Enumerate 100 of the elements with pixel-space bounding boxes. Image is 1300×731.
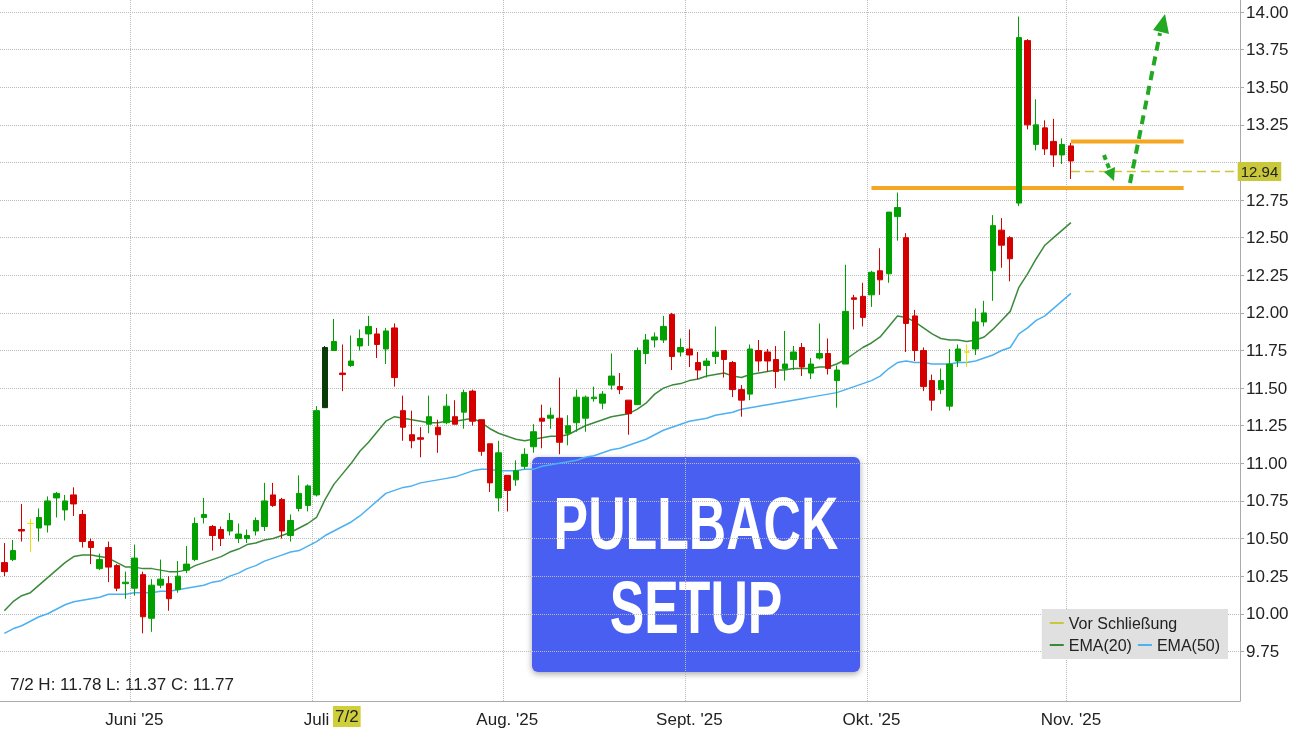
- candlestick: [998, 217, 1005, 269]
- y-tick-label: 10.50: [1246, 529, 1289, 549]
- candlestick: [504, 474, 511, 512]
- x-tick-label: Okt. '25: [842, 710, 901, 729]
- candlestick: [790, 345, 797, 371]
- candlestick: [521, 447, 528, 470]
- candlestick: [53, 491, 60, 518]
- candlestick: [738, 384, 745, 418]
- candlestick: [10, 539, 16, 562]
- candlestick: [114, 563, 120, 592]
- candlestick: [435, 419, 441, 454]
- candlestick: [79, 509, 86, 549]
- candlestick: [773, 345, 779, 389]
- candlestick: [764, 348, 771, 373]
- candlestick: [287, 513, 294, 543]
- candlestick: [851, 294, 857, 330]
- candlestick: [669, 312, 675, 371]
- y-tick-label: 10.25: [1246, 566, 1289, 586]
- candlestick: [1042, 119, 1048, 156]
- candlestick: [617, 372, 623, 395]
- candlestick: [426, 395, 432, 434]
- candlestick: [539, 404, 545, 449]
- candlestick: [279, 497, 285, 540]
- candlestick: [452, 399, 458, 425]
- x-tick-label: Sept. '25: [656, 710, 723, 729]
- candlestick: [157, 559, 164, 589]
- text: 7/2: [335, 707, 359, 726]
- candlestick: [44, 495, 51, 534]
- candlestick: [808, 357, 814, 380]
- legend-label: EMA(50): [1156, 636, 1220, 654]
- candlestick: [122, 571, 129, 600]
- candlestick: [565, 414, 571, 446]
- candlestick: [36, 507, 42, 543]
- candlestick: [348, 334, 354, 368]
- candlestick: [253, 516, 259, 537]
- y-tick-label: 12.25: [1246, 265, 1289, 285]
- candlestick: [244, 529, 250, 544]
- y-tick-label: 11.25: [1246, 416, 1288, 436]
- candlestick: [478, 419, 485, 457]
- candlestick: [270, 482, 276, 508]
- candlestick: [643, 333, 649, 365]
- candlestick: [729, 360, 736, 398]
- candlestick: [183, 545, 190, 574]
- candlestick: [18, 503, 25, 543]
- candlestick: [903, 232, 909, 353]
- candlestick: [799, 342, 805, 377]
- x-tick-label: Juni '25: [105, 710, 164, 729]
- candlestick: [235, 522, 242, 544]
- candlestick: [487, 443, 493, 493]
- candlestick: [391, 322, 398, 388]
- candlestick: [331, 318, 337, 351]
- candlestick: [1016, 16, 1022, 207]
- annotation: PULLBACK SETUP: [553, 482, 839, 650]
- x-tick-label: Juli: [303, 710, 330, 729]
- candlestick: [105, 541, 112, 583]
- candlestick: [140, 571, 146, 634]
- candlestick: [972, 307, 979, 356]
- candlestick: [860, 282, 866, 327]
- candlestick: [591, 386, 597, 403]
- candlestick: [530, 423, 537, 454]
- candlestick: [695, 351, 701, 380]
- candlestick: [131, 544, 138, 597]
- candlestick: [1007, 235, 1013, 282]
- candlestick: [70, 486, 77, 517]
- candlestick: [1033, 98, 1039, 151]
- candlestick: [313, 405, 320, 497]
- candlestick: [1050, 118, 1057, 168]
- y-tick-label: 12.00: [1246, 303, 1289, 323]
- candlestick: [842, 264, 849, 365]
- candlestick: [417, 426, 424, 458]
- y-tick-label: 9.75: [1246, 641, 1280, 661]
- candlestick: [747, 343, 753, 401]
- candlestick: [296, 474, 302, 512]
- y-tick-label: 11.00: [1246, 453, 1288, 473]
- y-tick-label: 13.75: [1246, 40, 1289, 60]
- candlestick: [495, 440, 502, 512]
- y-tick-label: 13.50: [1246, 77, 1289, 97]
- candlestick: [1, 542, 8, 577]
- candlestick: [374, 327, 380, 359]
- candlestick: [894, 192, 901, 242]
- candlestick: [469, 389, 476, 427]
- candlestick: [62, 494, 68, 521]
- candlestick: [400, 395, 406, 442]
- candlestick: [755, 339, 762, 373]
- y-tick-label: 10.75: [1246, 491, 1289, 511]
- candlestick: [322, 345, 328, 409]
- candlestick: [703, 357, 710, 379]
- candlestick: [608, 353, 615, 391]
- candlestick: [556, 377, 563, 455]
- y-tick-label: 12.50: [1246, 228, 1289, 248]
- candlestick: [599, 390, 606, 410]
- candlestick: [409, 410, 415, 449]
- candlestick: [166, 575, 172, 612]
- candlestick: [686, 328, 693, 368]
- candlestick: [625, 399, 632, 436]
- candlestick: [929, 374, 935, 412]
- candlestick: [825, 337, 831, 376]
- candlestick: [209, 524, 216, 552]
- candlestick: [721, 350, 727, 379]
- data-label: 12.94: [1240, 162, 1279, 180]
